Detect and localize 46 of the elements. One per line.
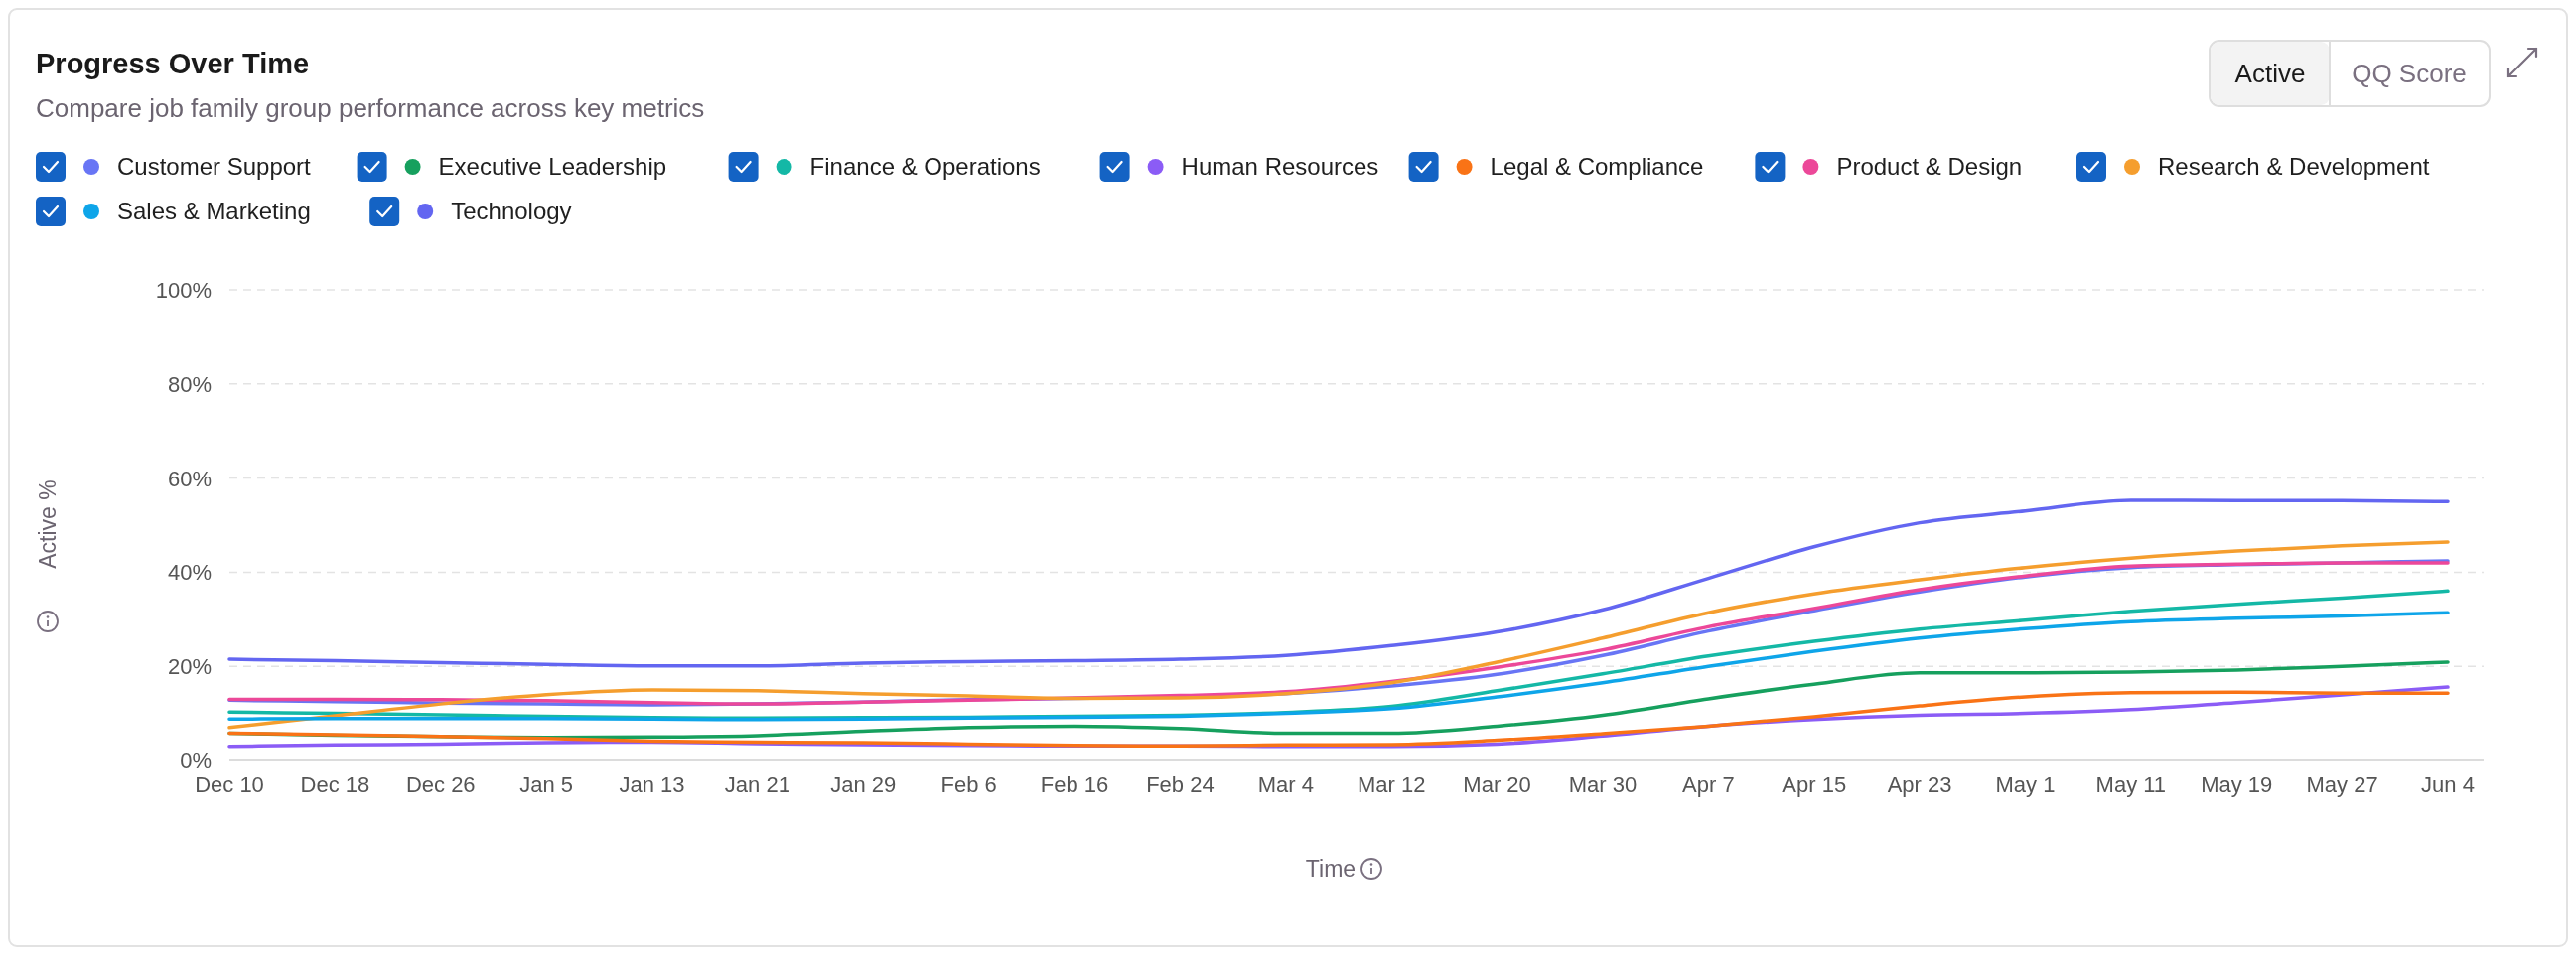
text: QQ Score [2352,59,2467,88]
y-tick-label: 80% [167,371,212,397]
x-tick-label: Feb 16 [1040,772,1109,797]
legend-label: Legal & Compliance [1490,153,1704,180]
line-series [227,498,2450,668]
x-tick-label: May 1 [1995,772,2056,797]
y-tick-label: 0% [180,749,212,773]
legend-label: Executive Leadership [438,153,667,180]
x-tick-label: Apr 15 [1782,772,1847,797]
x-tick-label: Mar 4 [1257,772,1314,797]
x-tick-label: Feb 24 [1146,772,1215,797]
legend-label: Human Resources [1181,153,1379,180]
x-tick-label: Jan 5 [519,772,574,797]
x-tick-label: Dec 18 [300,772,370,797]
line-series [227,611,2450,722]
legend-label: Product & Design [1836,153,2023,180]
legend-label: Sales & Marketing [117,198,311,224]
y-axis-title: Active % [35,479,61,569]
y-tick-label: 100% [155,278,212,303]
x-tick-label: May 27 [2306,772,2378,797]
x-tick-label: May 19 [2201,772,2273,797]
y-tick-label: 40% [167,560,212,586]
y-tick-label: 20% [167,654,212,680]
legend-label: Research & Development [2158,153,2430,180]
chart-title: Progress Over Time [36,48,310,79]
x-tick-label: Jun 4 [2421,772,2475,797]
x-tick-label: Jan 29 [830,772,897,797]
x-tick-label: Mar 30 [1568,772,1638,797]
x-tick-label: Apr 23 [1887,772,1952,797]
x-tick-label: Apr 7 [1682,772,1735,797]
x-tick-label: Feb 6 [940,772,997,797]
x-axis-title: Time [1305,856,1357,882]
text: Active [2234,59,2306,88]
chart-subtitle: Compare job family group performance across key metrics [36,93,705,123]
x-tick-label: Dec 26 [405,772,476,797]
x-tick-label: Mar 20 [1463,772,1531,797]
x-tick-label: May 11 [2095,772,2167,797]
x-tick-label: Jan 21 [724,772,790,797]
legend-label: Finance & Operations [809,153,1041,180]
line-series [227,540,2450,730]
legend-label: Customer Support [117,153,312,180]
legend-label: Technology [451,198,572,224]
y-tick-label: 60% [167,466,212,491]
x-tick-label: Dec 10 [195,772,264,797]
x-tick-label: Mar 12 [1357,772,1426,797]
x-tick-label: Jan 13 [619,772,685,797]
